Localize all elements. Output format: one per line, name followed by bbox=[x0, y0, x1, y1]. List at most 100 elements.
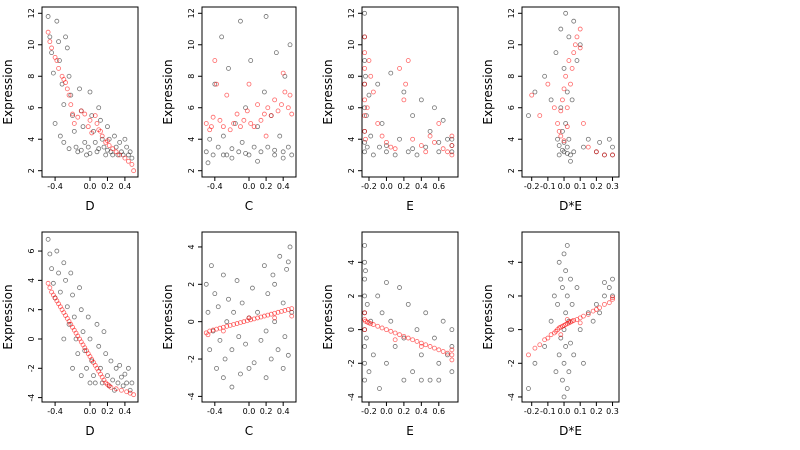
data-point bbox=[71, 121, 77, 126]
data-point bbox=[585, 310, 591, 316]
data-point bbox=[571, 317, 577, 323]
data-point bbox=[70, 111, 75, 117]
series-observed bbox=[526, 243, 615, 400]
data-point bbox=[610, 144, 615, 150]
data-point bbox=[436, 149, 442, 155]
data-point bbox=[234, 111, 240, 117]
data-point bbox=[285, 144, 291, 150]
y-tick-label: 4 bbox=[347, 137, 356, 142]
data-point bbox=[77, 285, 82, 291]
data-point bbox=[203, 121, 209, 126]
data-point bbox=[362, 259, 368, 265]
series-fitted bbox=[362, 34, 455, 158]
data-point bbox=[47, 251, 53, 257]
data-point bbox=[258, 117, 264, 123]
data-point bbox=[602, 152, 607, 158]
data-point bbox=[560, 97, 565, 103]
data-point bbox=[255, 124, 260, 130]
data-point bbox=[285, 105, 291, 111]
data-point bbox=[418, 344, 424, 349]
data-point bbox=[75, 351, 81, 357]
data-point bbox=[82, 139, 88, 145]
data-point bbox=[117, 152, 123, 158]
data-point bbox=[590, 318, 596, 324]
data-point bbox=[574, 58, 580, 63]
data-point bbox=[258, 337, 264, 343]
y-tick-label: 0 bbox=[27, 336, 36, 341]
data-point bbox=[280, 300, 286, 306]
data-point bbox=[388, 70, 394, 76]
data-point bbox=[362, 293, 368, 299]
data-point bbox=[436, 139, 442, 145]
data-point bbox=[405, 335, 411, 341]
data-point bbox=[532, 360, 538, 366]
data-point bbox=[255, 102, 260, 107]
x-tick-label: 0.3 bbox=[606, 182, 619, 191]
data-point bbox=[532, 345, 538, 351]
y-tick-label: 4 bbox=[187, 244, 196, 249]
data-point bbox=[440, 117, 446, 123]
x-tick-label: 0.4 bbox=[119, 407, 132, 416]
data-point bbox=[205, 160, 211, 166]
data-point bbox=[569, 97, 575, 103]
data-point bbox=[106, 143, 112, 148]
data-point bbox=[537, 342, 543, 348]
data-point bbox=[362, 34, 368, 40]
data-point bbox=[401, 333, 407, 339]
data-point bbox=[212, 291, 218, 297]
data-point bbox=[287, 92, 293, 98]
data-point bbox=[449, 369, 455, 375]
y-tick-label: 6 bbox=[507, 105, 516, 110]
data-point bbox=[268, 113, 274, 119]
data-point bbox=[418, 352, 424, 358]
data-point bbox=[258, 149, 264, 155]
data-point bbox=[558, 108, 564, 114]
data-point bbox=[449, 327, 455, 333]
data-point bbox=[568, 340, 573, 346]
data-point bbox=[423, 310, 429, 316]
data-point bbox=[558, 26, 564, 32]
data-point bbox=[122, 371, 128, 377]
data-point bbox=[368, 133, 374, 139]
y-tick-label: 10 bbox=[507, 40, 516, 50]
data-point bbox=[363, 335, 369, 341]
data-point bbox=[289, 306, 295, 311]
data-point bbox=[606, 136, 612, 142]
data-point bbox=[563, 73, 569, 79]
data-point bbox=[229, 155, 235, 161]
data-point bbox=[75, 114, 81, 120]
data-point bbox=[610, 295, 615, 301]
data-point bbox=[384, 360, 389, 366]
data-point bbox=[110, 146, 116, 152]
series-fitted bbox=[203, 58, 295, 139]
x-tick-label: -0.4 bbox=[207, 407, 223, 416]
data-point bbox=[49, 45, 54, 51]
data-point bbox=[418, 97, 424, 103]
data-point bbox=[414, 152, 420, 158]
data-point bbox=[581, 313, 586, 319]
data-point bbox=[418, 377, 424, 383]
y-tick-label: 10 bbox=[347, 40, 356, 50]
data-point bbox=[248, 58, 254, 63]
data-point bbox=[272, 97, 278, 103]
data-point bbox=[610, 296, 615, 302]
data-point bbox=[602, 301, 607, 307]
data-point bbox=[384, 139, 389, 145]
data-point bbox=[561, 251, 567, 257]
data-point bbox=[66, 73, 72, 79]
data-point bbox=[246, 365, 252, 371]
x-tick-label: -0.2 bbox=[361, 407, 377, 416]
data-point bbox=[119, 374, 124, 380]
data-point bbox=[610, 293, 615, 299]
y-tick-label: 10 bbox=[27, 40, 36, 50]
series-fitted bbox=[45, 29, 137, 174]
data-point bbox=[50, 70, 56, 76]
data-point bbox=[239, 139, 245, 145]
data-point bbox=[563, 310, 569, 316]
series-fitted bbox=[526, 295, 615, 358]
data-point bbox=[49, 266, 54, 272]
data-point bbox=[436, 121, 442, 126]
data-point bbox=[368, 321, 374, 327]
data-point bbox=[89, 130, 95, 136]
data-point bbox=[82, 348, 88, 354]
